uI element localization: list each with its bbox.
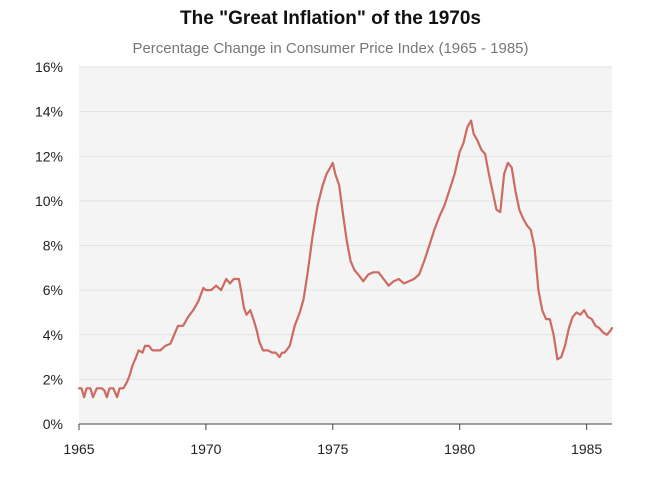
x-tick-label: 1975 <box>317 441 348 457</box>
y-tick-label: 12% <box>35 148 63 164</box>
x-tick-label: 1980 <box>444 441 475 457</box>
cpi-series-line <box>77 119 614 399</box>
y-tick-label: 14% <box>35 104 63 120</box>
chart-subtitle: Percentage Change in Consumer Price Inde… <box>132 40 529 57</box>
x-tick-label: 1985 <box>571 441 602 457</box>
x-tick-label: 1965 <box>63 441 94 457</box>
y-tick-label: 8% <box>43 238 63 254</box>
y-tick-label: 16% <box>35 59 63 75</box>
grid-lines <box>79 66 612 380</box>
x-tick-label: 1970 <box>190 441 221 457</box>
x-axis: 1965 1970 1975 1980 1985 <box>63 423 612 457</box>
chart-title: The "Great Inflation" of the 1970s <box>180 8 481 29</box>
y-tick-label: 6% <box>43 282 63 298</box>
y-tick-label: 4% <box>43 327 63 343</box>
y-axis: 0% 2% 4% 6% 8% 10% 12% 14% 16% <box>35 59 63 432</box>
y-tick-label: 2% <box>43 371 63 387</box>
y-tick-label: 10% <box>35 193 63 209</box>
y-tick-label: 0% <box>43 416 63 432</box>
